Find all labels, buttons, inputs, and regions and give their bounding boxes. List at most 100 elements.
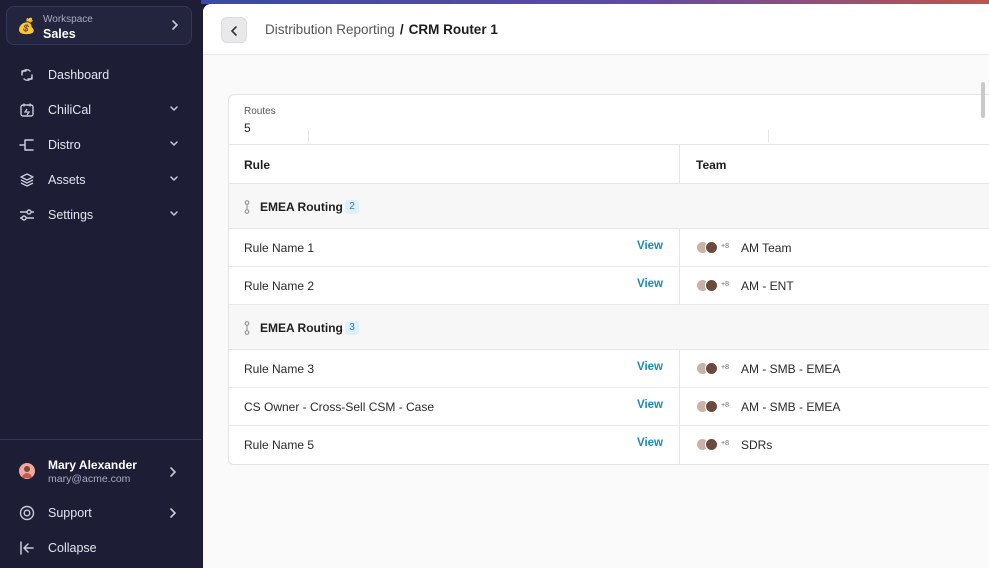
layers-icon	[20, 173, 34, 187]
stat-divider	[308, 130, 309, 142]
table-header: Rule Team	[229, 145, 989, 184]
nav-chilical[interactable]: ChiliCal	[0, 95, 201, 125]
group-name: EMEA Routing	[260, 200, 343, 214]
avatar	[705, 241, 718, 254]
table-row: Rule Name 5 View +8 SDRs	[229, 426, 989, 464]
view-link[interactable]: View	[637, 240, 663, 252]
scrollbar[interactable]	[981, 82, 985, 118]
column-divider	[679, 145, 680, 184]
column-divider	[679, 229, 680, 305]
view-link[interactable]: View	[637, 278, 663, 290]
team-name: AM Team	[741, 241, 792, 255]
avatar-more-count: +8	[721, 402, 729, 409]
route-group: EMEA Routing 3	[229, 305, 989, 350]
sidebar-divider	[0, 439, 201, 440]
sidebar: 💰 Workspace Sales Dashboard ChiliCal Dis…	[0, 0, 201, 568]
distro-icon	[19, 139, 34, 151]
column-divider	[679, 350, 680, 464]
stat-divider	[768, 130, 769, 142]
money-bag-icon: 💰	[17, 18, 36, 35]
avatar-more-count: +8	[721, 281, 729, 288]
chevron-left-icon	[230, 26, 237, 36]
avatar	[705, 362, 718, 375]
page-header: Distribution Reporting / CRM Router 1	[203, 4, 989, 55]
breadcrumb-parent[interactable]: Distribution Reporting	[265, 22, 395, 37]
user-name: Mary Alexander	[48, 458, 137, 472]
avatar	[19, 463, 35, 479]
column-header-rule[interactable]: Rule	[244, 158, 271, 172]
avatar-group: +8	[696, 241, 732, 255]
team-name: AM - ENT	[741, 279, 794, 293]
back-button[interactable]	[221, 17, 247, 43]
breadcrumb: Distribution Reporting / CRM Router 1	[265, 22, 498, 37]
chevron-right-icon	[172, 20, 179, 30]
support-label: Support	[48, 506, 92, 520]
collapse-icon	[20, 541, 34, 555]
nav-settings[interactable]: Settings	[0, 200, 201, 230]
avatar-more-count: +8	[721, 364, 729, 371]
drag-handle-icon[interactable]	[244, 200, 250, 214]
nav-label: ChiliCal	[48, 103, 92, 117]
avatar	[705, 279, 718, 292]
chevron-down-icon	[170, 176, 178, 182]
routes-stats: Routes 5	[229, 95, 989, 145]
rule-name: Rule Name 1	[244, 241, 315, 255]
group-name: EMEA Routing	[260, 321, 343, 335]
chevron-down-icon	[170, 141, 178, 147]
main-content: Distribution Reporting / CRM Router 1 Rout…	[203, 4, 989, 568]
nav-assets[interactable]: Assets	[0, 165, 201, 195]
team-name: AM - SMB - EMEA	[741, 400, 841, 414]
nav-label: Distro	[48, 138, 81, 152]
nav-distro[interactable]: Distro	[0, 130, 201, 160]
avatar-group: +8	[696, 438, 732, 452]
workspace-label: Workspace	[43, 14, 93, 25]
workspace-switcher[interactable]: 💰 Workspace Sales	[6, 6, 192, 45]
avatar-group: +8	[696, 400, 732, 414]
user-email: mary@acme.com	[48, 473, 131, 485]
view-link[interactable]: View	[637, 361, 663, 373]
dashboard-icon	[21, 69, 33, 81]
route-group: EMEA Routing 2	[229, 184, 989, 229]
chevron-down-icon	[170, 106, 178, 112]
avatar-more-count: +8	[721, 243, 729, 250]
nav-dashboard[interactable]: Dashboard	[0, 60, 201, 90]
nav-label: Dashboard	[48, 68, 110, 82]
team-name: SDRs	[741, 438, 773, 452]
rule-name: CS Owner - Cross-Sell CSM - Case	[244, 400, 435, 414]
avatar-more-count: +8	[721, 440, 729, 447]
view-link[interactable]: View	[637, 399, 663, 411]
calendar-icon	[20, 103, 34, 117]
rule-name: Rule Name 5	[244, 438, 315, 452]
top-accent-bar	[201, 0, 989, 4]
avatar	[705, 400, 718, 413]
table-row: Rule Name 1 View +8 AM Team	[229, 229, 989, 267]
chevron-right-icon	[170, 508, 177, 518]
view-link[interactable]: View	[637, 437, 663, 449]
group-count-badge: 3	[345, 321, 359, 335]
column-header-team[interactable]: Team	[696, 158, 727, 172]
nav-label: Assets	[48, 173, 86, 187]
team-name: AM - SMB - EMEA	[741, 362, 841, 376]
workspace-name: Sales	[43, 27, 76, 41]
collapse-label: Collapse	[48, 541, 97, 555]
lifebuoy-icon	[19, 505, 35, 521]
routes-label: Routes	[244, 106, 276, 117]
routes-table-card: Routes 5 Rule Team EMEA Routing 2 Rule N…	[228, 94, 989, 465]
breadcrumb-separator: /	[399, 22, 404, 37]
avatar-group: +8	[696, 362, 732, 376]
routes-value: 5	[244, 121, 251, 135]
nav-label: Settings	[48, 208, 94, 222]
breadcrumb-current: CRM Router 1	[408, 22, 498, 37]
chevron-right-icon	[170, 467, 177, 477]
table-row: Rule Name 3 View +8 AM - SMB - EMEA	[229, 350, 989, 388]
table-row: CS Owner - Cross-Sell CSM - Case View +8…	[229, 388, 989, 426]
drag-handle-icon[interactable]	[244, 321, 250, 335]
rule-name: Rule Name 3	[244, 362, 315, 376]
sliders-icon	[20, 209, 34, 221]
support-item[interactable]: Support	[0, 498, 201, 528]
avatar-group: +8	[696, 279, 732, 293]
collapse-item[interactable]: Collapse	[0, 533, 201, 563]
avatar	[705, 438, 718, 451]
chevron-down-icon	[170, 211, 178, 217]
table-row: Rule Name 2 View +8 AM - ENT	[229, 267, 989, 305]
